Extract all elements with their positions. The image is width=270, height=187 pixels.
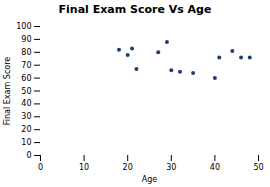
svg-text:40: 40 bbox=[210, 163, 220, 172]
svg-text:0: 0 bbox=[38, 163, 43, 172]
svg-text:90: 90 bbox=[21, 35, 31, 44]
svg-text:10: 10 bbox=[79, 163, 89, 172]
svg-text:10: 10 bbox=[21, 138, 31, 147]
svg-text:Final Exam Score: Final Exam Score bbox=[3, 57, 12, 125]
svg-text:70: 70 bbox=[21, 61, 31, 70]
svg-text:50: 50 bbox=[21, 87, 31, 96]
svg-text:80: 80 bbox=[21, 48, 31, 57]
svg-text:30: 30 bbox=[166, 163, 176, 172]
svg-text:Age: Age bbox=[142, 175, 158, 184]
svg-text:40: 40 bbox=[21, 99, 31, 108]
svg-text:50: 50 bbox=[253, 163, 263, 172]
svg-text:20: 20 bbox=[21, 125, 31, 134]
svg-text:30: 30 bbox=[21, 112, 31, 121]
svg-text:100: 100 bbox=[16, 22, 31, 31]
svg-text:60: 60 bbox=[21, 74, 31, 83]
html-text:Final Exam Score Vs Age: Final Exam Score Vs Age bbox=[58, 3, 212, 16]
svg-text:20: 20 bbox=[123, 163, 133, 172]
svg-text:0: 0 bbox=[26, 151, 31, 160]
